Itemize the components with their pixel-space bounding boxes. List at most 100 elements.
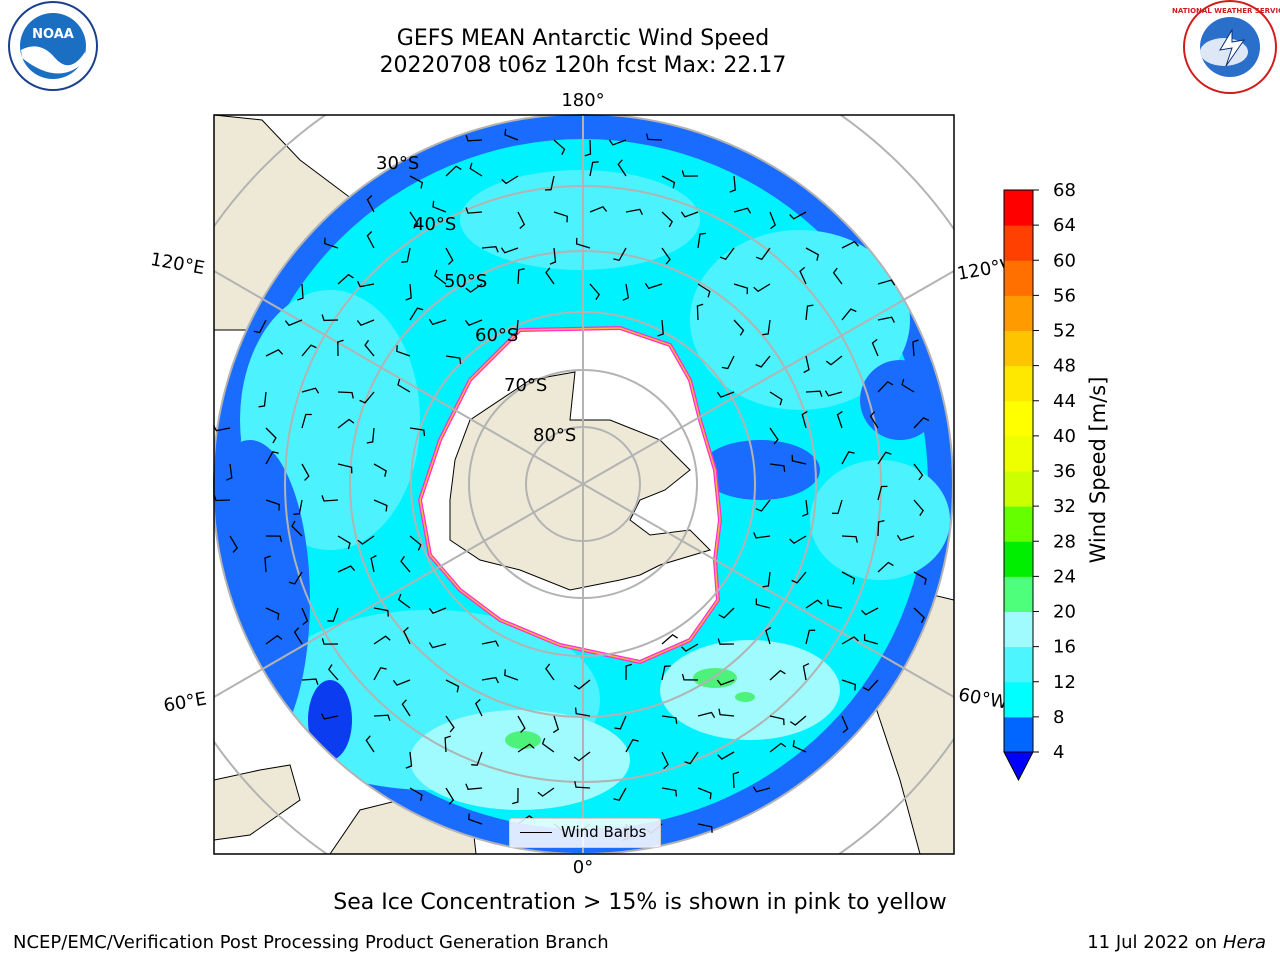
- wind-barb: [517, 211, 526, 229]
- wind-barb: [392, 679, 411, 686]
- wind-barb: [337, 339, 344, 357]
- wind-barb: [805, 629, 816, 645]
- wind-barb: [574, 781, 591, 789]
- colorbar-tick-label: 36: [1053, 461, 1076, 482]
- footer-credit: NCEP/EMC/Verification Post Processing Pr…: [13, 932, 609, 953]
- wind-barb: [321, 638, 339, 645]
- wind-barb: [862, 679, 879, 692]
- wind-barb: [337, 391, 354, 399]
- wind-barb: [733, 283, 749, 295]
- wind-barb: [719, 247, 735, 260]
- wind-barb: [297, 283, 304, 301]
- wind-barb: [288, 571, 303, 585]
- wind-barb: [841, 451, 855, 465]
- wind-barb: [716, 679, 735, 686]
- wind-barb: [337, 565, 356, 573]
- wind-barb: [400, 555, 411, 573]
- wind-barb: [769, 463, 786, 472]
- wind-barb: [584, 139, 592, 157]
- wind-barb: [265, 499, 280, 511]
- wind-barb: [721, 355, 735, 370]
- wind-barb: [789, 535, 807, 545]
- wind-barb: [869, 411, 879, 429]
- wind-barb: [445, 247, 454, 265]
- lat-label-50s: 50°S: [444, 271, 487, 292]
- wind-barb: [428, 607, 447, 614]
- colorbar-segment: [1004, 435, 1033, 472]
- wind-barb: [357, 535, 375, 545]
- wind-barb: [716, 391, 735, 398]
- wind-barb: [337, 463, 353, 474]
- wind-barb: [552, 715, 560, 734]
- colorbar-tick-label: 44: [1053, 391, 1076, 412]
- wind-barb: [573, 751, 591, 762]
- wind-barb: [301, 463, 310, 481]
- wind-barb: [481, 640, 500, 647]
- wind-barb: [464, 319, 483, 326]
- wind-barb: [791, 571, 807, 584]
- wind-barb: [733, 207, 752, 214]
- colorbar-tick-label: 64: [1053, 215, 1076, 236]
- wind-barb: [545, 663, 555, 681]
- wind-barb: [397, 593, 411, 609]
- wind-barb: [357, 280, 375, 288]
- svg-text:NOAA: NOAA: [32, 27, 74, 42]
- wind-barb: [755, 247, 771, 261]
- wind-barb: [359, 391, 375, 404]
- colorbar-segment: [1004, 541, 1033, 577]
- wind-barb: [697, 283, 711, 298]
- wind-barb: [291, 520, 303, 537]
- colorbar-tick-label: 68: [1053, 180, 1076, 201]
- wind-barb: [553, 139, 566, 155]
- lat-label-30s: 30°S: [376, 153, 419, 174]
- footer-machine: Hera: [1222, 932, 1266, 953]
- wind-barb: [401, 247, 411, 263]
- wind-barb: [717, 751, 735, 760]
- wind-barb: [841, 571, 856, 585]
- wind-barb: [301, 344, 317, 357]
- wind-barb: [337, 273, 354, 285]
- wind-barb: [409, 535, 422, 551]
- wind-barb: [805, 599, 823, 609]
- colorbar-tick-label: 40: [1053, 426, 1076, 447]
- wind-barb: [769, 669, 786, 681]
- wind-barb: [356, 319, 375, 326]
- map-frame: [213, 114, 955, 855]
- wind-barb: [769, 391, 783, 406]
- wind-barb: [401, 699, 411, 717]
- wind-barb: [657, 319, 664, 337]
- colorbar-tick-label: 60: [1053, 250, 1076, 271]
- legend-line-sample: [520, 832, 552, 833]
- wind-barb: [625, 208, 643, 215]
- nws-logo: NATIONAL WEATHER SERVICE: [1172, 0, 1280, 94]
- colorbar-segment: [1004, 400, 1033, 437]
- wind-barb: [762, 571, 771, 588]
- wind-barb: [841, 535, 858, 543]
- wind-barb: [504, 128, 519, 141]
- wind-barb: [324, 237, 339, 249]
- footer-date: 11 Jul 2022 on Hera: [1087, 932, 1266, 953]
- wind-barb: [877, 561, 894, 573]
- lon-label-60e: 60°E: [162, 688, 208, 716]
- wind-barb: [537, 787, 555, 797]
- colorbar-segment: [1004, 716, 1033, 753]
- wind-barb: [213, 494, 231, 502]
- colorbar-tick-label: 56: [1053, 285, 1076, 306]
- wind-barb: [258, 391, 267, 408]
- wind-barbs-legend: Wind Barbs: [509, 818, 661, 848]
- noaa-logo: NOAA: [8, 1, 98, 91]
- wind-barb: [370, 554, 377, 573]
- colorbar-segment: [1004, 471, 1033, 507]
- wind-barb: [428, 318, 447, 326]
- wind-barb: [825, 355, 843, 366]
- colorbar-tick-label: 12: [1053, 672, 1076, 693]
- wind-barb: [661, 175, 676, 189]
- wind-barb: [901, 378, 915, 393]
- wind-barb: [321, 495, 339, 502]
- wind-barb: [755, 499, 771, 512]
- wind-barb: [792, 740, 807, 753]
- wind-barb: [327, 664, 339, 681]
- wind-barb: [697, 711, 716, 719]
- wind-speed-field: [213, 114, 953, 854]
